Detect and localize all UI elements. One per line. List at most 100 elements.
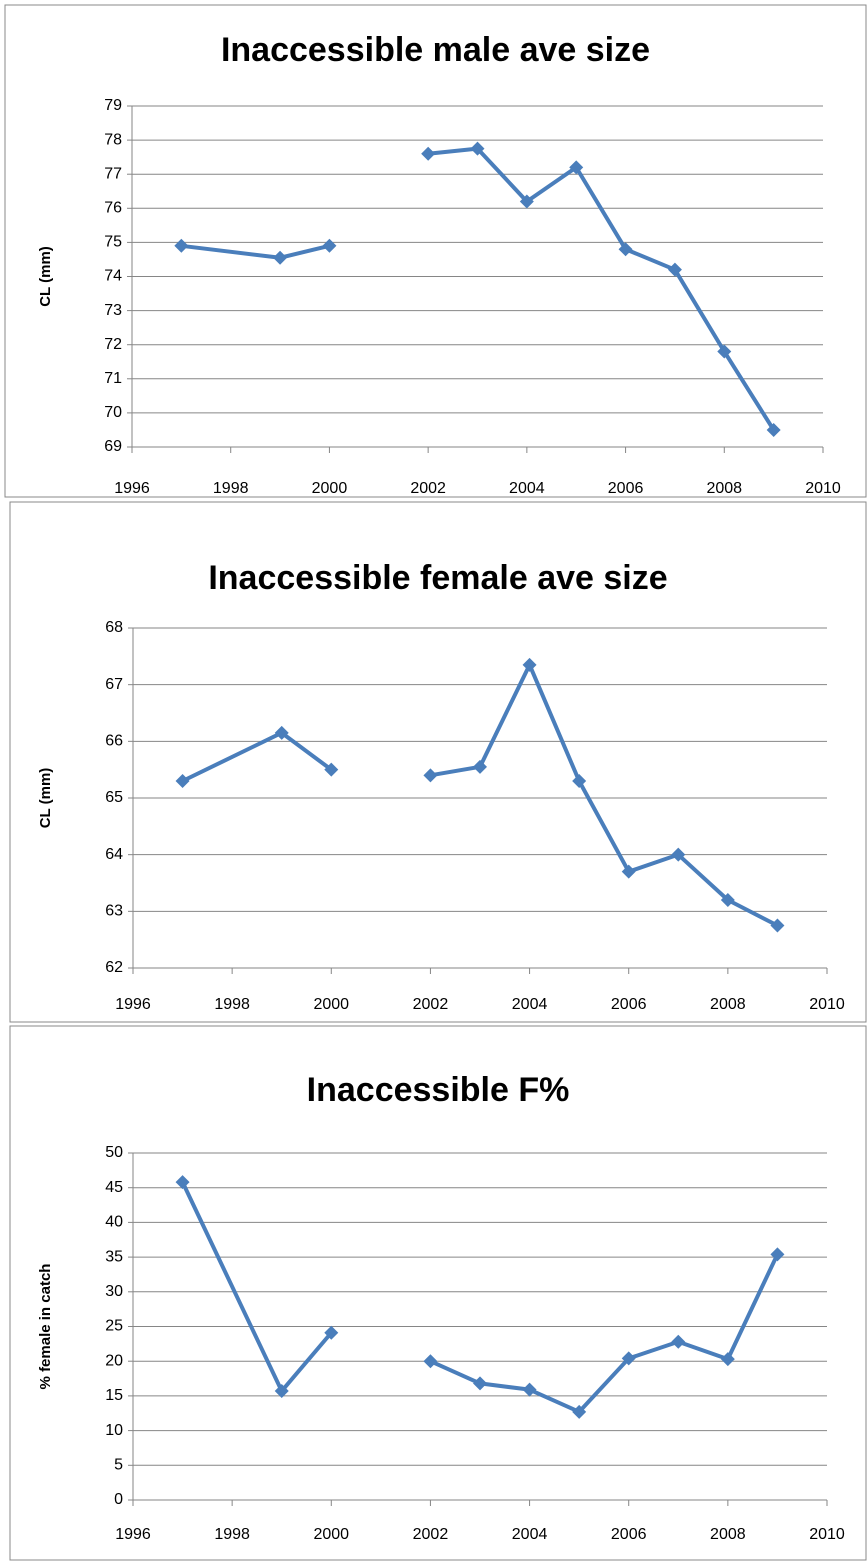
y-tick-label: 69 [104,438,122,455]
marker [423,768,438,783]
y-tick-label: 67 [105,676,123,693]
y-axis-label: CL (mm) [37,246,54,307]
y-tick-label: 64 [105,846,123,863]
y-tick-label: 78 [104,131,122,148]
marker [621,864,636,879]
panel-border [4,4,867,498]
x-tick-label: 1996 [115,1526,151,1543]
x-tick-label: 2006 [611,1526,647,1543]
y-tick-label: 73 [104,302,122,319]
y-tick-label: 74 [104,268,122,285]
y-tick-label: 75 [104,234,122,251]
marker [522,1382,537,1397]
marker [175,1175,190,1190]
marker [174,238,189,253]
x-tick-label: 2010 [805,480,841,497]
x-tick-label: 1998 [214,1526,250,1543]
x-tick-label: 2010 [809,996,845,1013]
marker [522,657,537,672]
marker [322,238,337,253]
marker [473,759,487,774]
x-tick-label: 2004 [512,1526,548,1543]
x-tick-label: 2000 [313,1526,349,1543]
x-tick-label: 1998 [213,480,249,497]
y-tick-label: 5 [114,1457,123,1474]
marker [667,262,682,277]
x-tick-label: 2010 [809,1526,845,1543]
chart-title: Inaccessible female ave size [208,559,667,597]
y-tick-label: 0 [114,1491,123,1508]
marker [671,1334,686,1349]
x-tick-label: 2008 [710,1526,746,1543]
y-tick-label: 10 [105,1422,123,1439]
marker [770,918,785,933]
marker [421,146,436,161]
y-tick-label: 76 [104,200,122,217]
marker [618,242,633,257]
y-axis-label: % female in catch [37,1264,54,1390]
y-tick-label: 20 [105,1352,123,1369]
y-tick-label: 40 [105,1214,123,1231]
x-tick-label: 2002 [413,996,449,1013]
y-tick-label: 66 [105,733,123,750]
y-tick-label: 50 [105,1144,123,1161]
line [430,662,779,928]
marker [621,1351,636,1366]
y-tick-label: 77 [104,165,122,182]
y-tick-label: 25 [105,1318,123,1335]
x-tick-label: 2004 [512,996,548,1013]
line [429,1253,780,1414]
line [180,1181,333,1394]
x-tick-label: 2004 [509,480,545,497]
panel-border [9,501,867,1023]
x-tick-label: 2008 [706,480,742,497]
panel-border [9,1025,867,1561]
marker [423,1354,438,1369]
x-tick-label: 1998 [214,996,250,1013]
marker [519,194,534,209]
y-tick-label: 70 [104,404,122,421]
chart-title: Inaccessible male ave size [221,31,650,69]
marker [572,774,587,788]
line [181,730,333,783]
line [427,146,776,432]
y-tick-label: 72 [104,336,122,353]
marker [274,725,289,740]
marker [274,1384,289,1399]
y-tick-label: 35 [105,1248,123,1265]
marker [470,141,485,156]
y-tick-label: 15 [105,1387,123,1404]
x-tick-label: 1996 [115,996,151,1013]
marker [770,1247,785,1262]
y-tick-label: 65 [105,789,123,806]
y-tick-label: 68 [105,619,123,636]
x-tick-label: 2000 [312,480,348,497]
line [181,243,330,260]
marker [324,1325,339,1340]
y-tick-label: 45 [105,1179,123,1196]
y-tick-label: 71 [104,370,122,387]
marker [324,762,339,777]
marker [671,847,686,862]
x-tick-label: 2002 [410,480,446,497]
y-tick-label: 79 [104,97,122,114]
x-tick-label: 2002 [413,1526,449,1543]
marker [720,1352,735,1367]
marker [720,893,735,907]
x-tick-label: 2000 [313,996,349,1013]
y-tick-label: 30 [105,1283,123,1300]
x-tick-label: 2006 [611,996,647,1013]
chart-title: Inaccessible F% [307,1071,570,1109]
y-tick-label: 62 [105,959,123,976]
marker [717,344,732,359]
marker [473,1376,487,1391]
marker [273,250,288,265]
x-tick-label: 2006 [608,480,644,497]
marker [175,774,190,788]
marker [572,1404,587,1419]
x-tick-label: 2008 [710,996,746,1013]
marker [766,422,781,437]
marker [569,160,584,175]
y-axis-label: CL (mm) [37,768,54,829]
